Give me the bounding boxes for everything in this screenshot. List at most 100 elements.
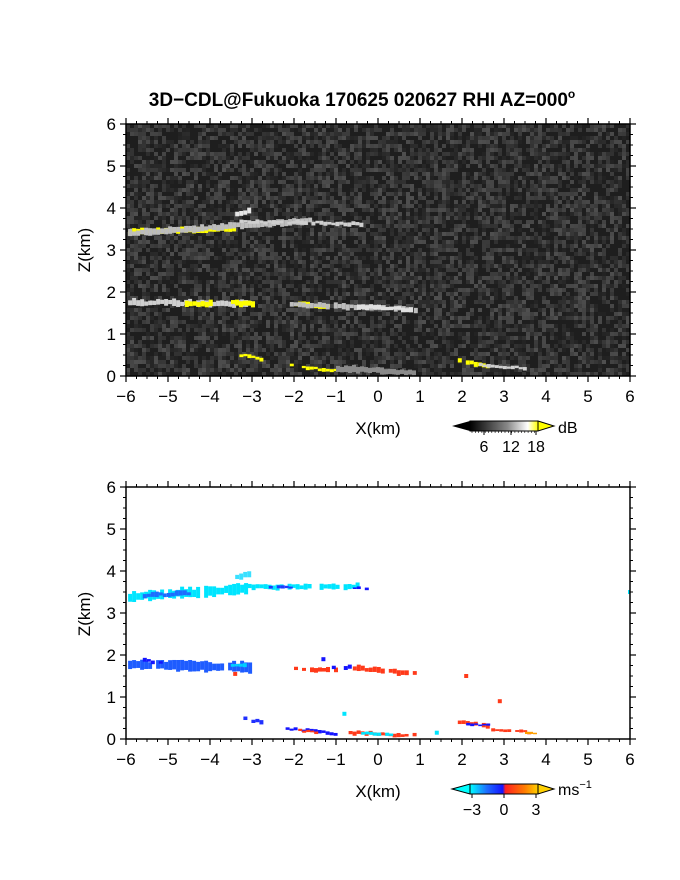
noise-pixel — [406, 216, 410, 220]
noise-pixel — [178, 272, 182, 276]
noise-pixel — [538, 180, 542, 184]
noise-pixel — [582, 244, 586, 248]
noise-pixel — [222, 180, 226, 184]
noise-pixel — [314, 212, 318, 216]
noise-pixel — [334, 164, 338, 168]
noise-pixel — [206, 128, 210, 132]
noise-pixel — [462, 288, 466, 292]
noise-pixel — [358, 296, 362, 300]
noise-pixel — [178, 224, 182, 228]
noise-pixel — [206, 316, 210, 320]
noise-pixel — [386, 268, 390, 272]
noise-pixel — [582, 188, 586, 192]
noise-pixel — [450, 192, 454, 196]
noise-pixel — [274, 208, 278, 212]
noise-pixel — [614, 272, 618, 276]
noise-pixel — [246, 352, 250, 356]
noise-pixel — [178, 340, 182, 344]
noise-pixel — [486, 260, 490, 264]
noise-pixel — [162, 324, 166, 328]
noise-pixel — [538, 128, 542, 132]
noise-pixel — [218, 348, 222, 352]
noise-pixel — [602, 288, 606, 292]
noise-pixel — [294, 164, 298, 168]
noise-pixel — [478, 156, 482, 160]
noise-pixel — [390, 268, 394, 272]
noise-pixel — [406, 284, 410, 288]
noise-pixel — [618, 272, 622, 276]
noise-pixel — [286, 204, 290, 208]
noise-pixel — [622, 152, 626, 156]
noise-pixel — [542, 344, 546, 348]
noise-pixel — [154, 308, 158, 312]
noise-pixel — [482, 212, 486, 216]
noise-pixel — [134, 212, 138, 216]
noise-pixel — [462, 268, 466, 272]
noise-pixel — [278, 160, 282, 164]
noise-pixel — [394, 352, 398, 356]
noise-pixel — [418, 192, 422, 196]
noise-pixel — [574, 136, 578, 140]
noise-pixel — [146, 280, 150, 284]
noise-pixel — [374, 280, 378, 284]
noise-pixel — [390, 212, 394, 216]
noise-pixel — [534, 256, 538, 260]
noise-pixel — [594, 264, 598, 268]
noise-pixel — [618, 224, 622, 228]
noise-pixel — [514, 280, 518, 284]
noise-pixel — [382, 200, 386, 204]
noise-pixel — [458, 296, 462, 300]
noise-pixel — [470, 152, 474, 156]
noise-pixel — [502, 316, 506, 320]
noise-pixel — [578, 292, 582, 296]
noise-pixel — [218, 132, 222, 136]
noise-pixel — [538, 264, 542, 268]
noise-pixel — [586, 280, 590, 284]
noise-pixel — [298, 180, 302, 184]
noise-pixel — [422, 148, 426, 152]
noise-pixel — [418, 236, 422, 240]
noise-pixel — [398, 188, 402, 192]
noise-pixel — [574, 296, 578, 300]
noise-pixel — [194, 360, 198, 364]
noise-pixel — [462, 360, 466, 364]
noise-pixel — [570, 196, 574, 200]
noise-pixel — [422, 332, 426, 336]
noise-pixel — [226, 220, 230, 224]
noise-pixel — [342, 332, 346, 336]
noise-pixel — [486, 164, 490, 168]
noise-pixel — [474, 236, 478, 240]
noise-pixel — [382, 320, 386, 324]
noise-pixel — [206, 164, 210, 168]
noise-pixel — [382, 168, 386, 172]
noise-pixel — [418, 256, 422, 260]
noise-pixel — [222, 328, 226, 332]
noise-pixel — [614, 196, 618, 200]
noise-pixel — [622, 128, 626, 132]
noise-pixel — [334, 272, 338, 276]
noise-pixel — [290, 212, 294, 216]
noise-pixel — [138, 128, 142, 132]
noise-pixel — [606, 332, 610, 336]
noise-pixel — [166, 224, 170, 228]
noise-pixel — [578, 356, 582, 360]
noise-pixel — [582, 264, 586, 268]
noise-pixel — [610, 220, 614, 224]
noise-pixel — [266, 172, 270, 176]
noise-pixel — [414, 176, 418, 180]
noise-pixel — [286, 272, 290, 276]
noise-pixel — [438, 124, 442, 128]
noise-pixel — [518, 124, 522, 128]
noise-pixel — [146, 304, 150, 308]
noise-pixel — [294, 244, 298, 248]
noise-pixel — [278, 152, 282, 156]
noise-pixel — [230, 144, 234, 148]
noise-pixel — [626, 172, 630, 176]
noise-pixel — [438, 316, 442, 320]
noise-pixel — [126, 128, 130, 132]
noise-pixel — [286, 256, 290, 260]
noise-pixel — [190, 348, 194, 352]
noise-pixel — [510, 248, 514, 252]
noise-pixel — [422, 304, 426, 308]
noise-pixel — [286, 296, 290, 300]
